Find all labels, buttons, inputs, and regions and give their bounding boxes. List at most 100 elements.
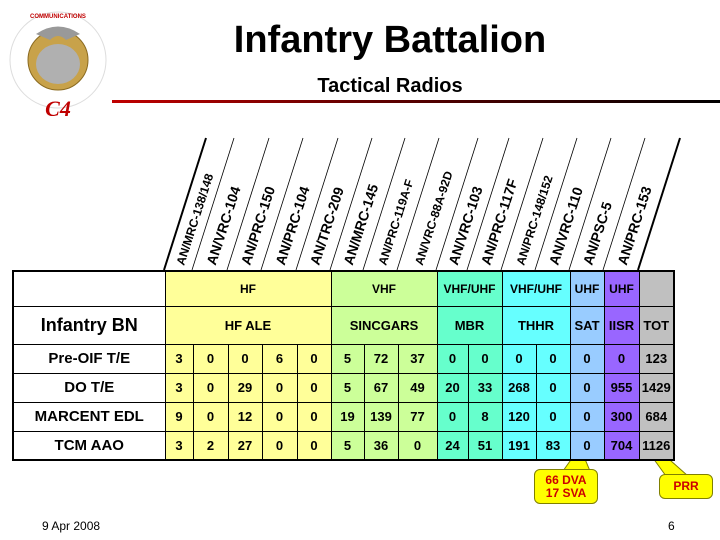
- dva-sva-callout: 66 DVA 17 SVA: [534, 469, 598, 504]
- cell-vhf: 36: [363, 430, 399, 461]
- group-sincgars: SINCGARS: [330, 305, 438, 345]
- band-sat: UHF: [569, 270, 605, 307]
- cell-hf: 0: [192, 401, 229, 432]
- cell-thhr: 0: [501, 343, 537, 374]
- footer-date: 9 Apr 2008: [42, 519, 101, 533]
- band-tot: [638, 270, 675, 307]
- cell-tot: 123: [638, 343, 675, 374]
- cell-hf: 2: [192, 430, 229, 461]
- band-mbr: VHF/UHF: [436, 270, 503, 307]
- cell-thhr: 268: [501, 372, 537, 403]
- radio-header: AN/MRC-138/148AN/VRC-104AN/PRC-150AN/PRC…: [163, 137, 681, 271]
- header-divider: [602, 137, 646, 271]
- cell-hf: 27: [227, 430, 263, 461]
- cell-hf: 0: [296, 372, 332, 403]
- slide-subtitle: Tactical Radios: [317, 75, 463, 97]
- cell-tot: 1429: [638, 372, 675, 403]
- row-label: Pre-OIF T/E: [12, 343, 166, 374]
- header-divider: [329, 137, 373, 271]
- cell-thhr: 120: [501, 401, 537, 432]
- cell-hf: 0: [261, 372, 298, 403]
- cell-mbr: 0: [467, 343, 503, 374]
- cell-hf: 0: [192, 372, 229, 403]
- radio-label: AN/PRC-104: [272, 184, 313, 267]
- table-row: Pre-OIF T/E 3 0 0 6 0 5 72 37 0 0 0 0 0 0 123: [12, 343, 675, 374]
- header-divider: [362, 137, 406, 271]
- radio-table: HF VHF VHF/UHF VHF/UHF UHF UHF Infantry …: [12, 270, 675, 461]
- title-divider: [112, 100, 720, 103]
- cell-sat: 0: [569, 372, 605, 403]
- row-label: TCM AAO: [12, 430, 166, 461]
- cell-hf: 0: [227, 343, 263, 374]
- cell-thhr: 83: [535, 430, 571, 461]
- cell-hf: 6: [261, 343, 298, 374]
- header-divider: [466, 137, 510, 271]
- empty-cell: [12, 270, 166, 307]
- cell-hf: 0: [296, 430, 332, 461]
- cell-sat: 0: [569, 401, 605, 432]
- cell-vhf: 49: [397, 372, 438, 403]
- dva-text: 66 DVA: [545, 473, 587, 487]
- header-divider: [435, 137, 479, 271]
- radio-label: AN/TRC-209: [307, 185, 347, 267]
- cell-vhf: 5: [330, 372, 365, 403]
- band-vhf: VHF: [330, 270, 438, 307]
- radio-label: AN/PRC-153: [614, 184, 655, 267]
- cell-hf: 0: [296, 343, 332, 374]
- cell-hf: 0: [261, 430, 298, 461]
- group-mbr: MBR: [436, 305, 503, 345]
- group-sat: SAT: [569, 305, 605, 345]
- radio-label: AN/VRC-110: [546, 185, 586, 267]
- cell-hf: 29: [227, 372, 263, 403]
- header-divider: [295, 137, 339, 271]
- prr-callout: PRR: [659, 474, 713, 499]
- cell-mbr: 8: [467, 401, 503, 432]
- c4-seal-logo: C4 COMMUNICATIONS: [9, 11, 107, 121]
- header-divider: [396, 137, 440, 271]
- header-divider: [637, 137, 681, 271]
- svg-text:COMMUNICATIONS: COMMUNICATIONS: [30, 14, 86, 20]
- cell-vhf: 67: [363, 372, 399, 403]
- cell-hf: 0: [261, 401, 298, 432]
- row-header-infantry-bn: Infantry BN: [12, 305, 166, 345]
- cell-mbr: 33: [467, 372, 503, 403]
- cell-mbr: 24: [436, 430, 469, 461]
- cell-vhf: 5: [330, 430, 365, 461]
- group-row: Infantry BN HF ALE SINCGARS MBR THHR SAT…: [12, 305, 675, 345]
- row-label: MARCENT EDL: [12, 401, 166, 432]
- radio-label: AN/PSC-5: [580, 200, 615, 267]
- header-divider: [568, 137, 612, 271]
- cell-vhf: 139: [363, 401, 399, 432]
- header-divider: [260, 137, 304, 271]
- cell-vhf: 37: [397, 343, 438, 374]
- cell-sat: 0: [569, 343, 605, 374]
- group-tot: TOT: [638, 305, 675, 345]
- table-row: DO T/E 3 0 29 0 0 5 67 49 20 33 268 0 0 955 1429: [12, 372, 675, 403]
- group-thhr: THHR: [501, 305, 571, 345]
- header-divider: [163, 137, 207, 271]
- radio-label: AN/PRC-150: [238, 184, 279, 267]
- band-thhr: VHF/UHF: [501, 270, 571, 307]
- row-label: DO T/E: [12, 372, 166, 403]
- cell-hf: 12: [227, 401, 263, 432]
- cell-mbr: 0: [436, 343, 469, 374]
- cell-iisr: 704: [603, 430, 640, 461]
- cell-iisr: 955: [603, 372, 640, 403]
- band-hf: HF: [164, 270, 332, 307]
- table-row: TCM AAO 3 2 27 0 0 5 36 0 24 51 191 83 0 704 1126: [12, 430, 675, 461]
- cell-vhf: 72: [363, 343, 399, 374]
- header-divider: [500, 137, 544, 271]
- cell-tot: 684: [638, 401, 675, 432]
- page-number: 6: [668, 519, 675, 533]
- cell-hf: 9: [164, 401, 194, 432]
- svg-text:C4: C4: [45, 96, 71, 121]
- sva-text: 17 SVA: [545, 486, 587, 500]
- cell-hf: 0: [296, 401, 332, 432]
- cell-vhf: 19: [330, 401, 365, 432]
- cell-thhr: 0: [535, 372, 571, 403]
- cell-iisr: 300: [603, 401, 640, 432]
- header-divider: [534, 137, 578, 271]
- cell-sat: 0: [569, 430, 605, 461]
- cell-hf: 3: [164, 430, 194, 461]
- cell-vhf: 77: [397, 401, 438, 432]
